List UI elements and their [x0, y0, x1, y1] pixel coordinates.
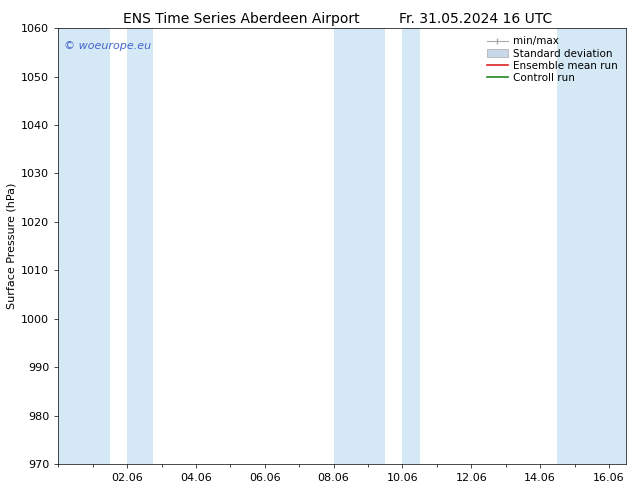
Bar	[127, 28, 153, 464]
Bar	[333, 28, 385, 464]
Text: Fr. 31.05.2024 16 UTC: Fr. 31.05.2024 16 UTC	[399, 12, 552, 26]
Bar	[403, 28, 420, 464]
Y-axis label: Surface Pressure (hPa): Surface Pressure (hPa)	[7, 183, 17, 309]
Legend: min/max, Standard deviation, Ensemble mean run, Controll run: min/max, Standard deviation, Ensemble me…	[484, 33, 621, 86]
Text: © woeurope.eu: © woeurope.eu	[64, 41, 151, 51]
Text: ENS Time Series Aberdeen Airport: ENS Time Series Aberdeen Airport	[122, 12, 359, 26]
Bar	[58, 28, 110, 464]
Bar	[557, 28, 626, 464]
